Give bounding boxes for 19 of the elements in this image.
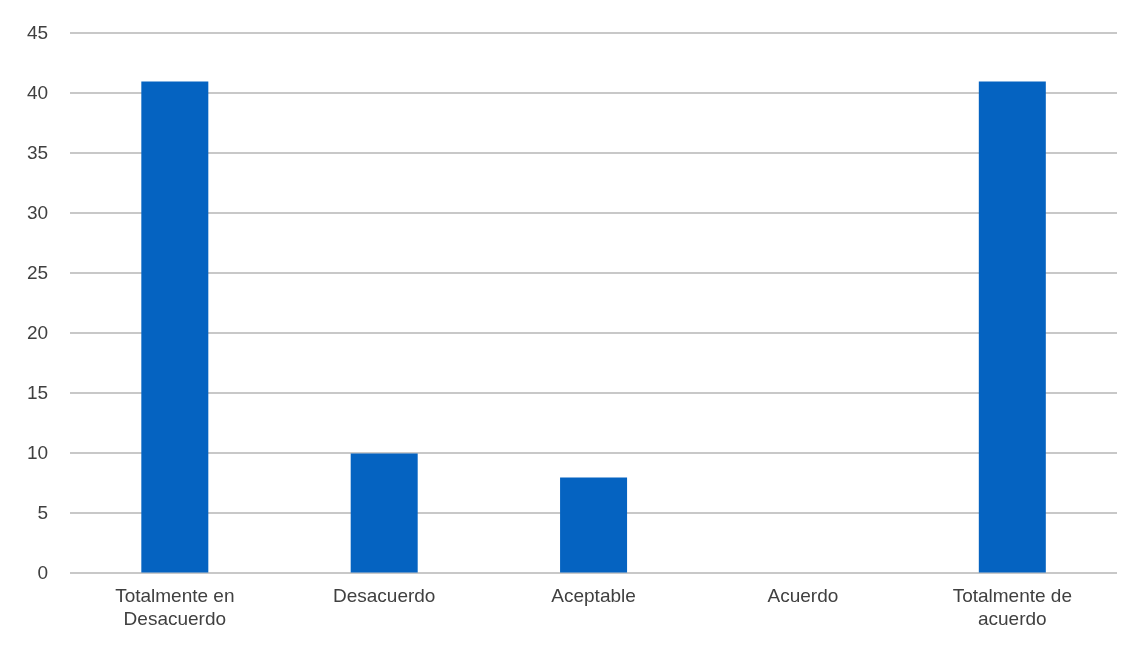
y-tick-label: 10: [26, 441, 49, 463]
y-tick-label: 0: [37, 561, 49, 583]
y-tick-label: 35: [26, 141, 49, 163]
x-tick-label: Totalmente de acuerdo: [952, 585, 1072, 629]
bar: [141, 81, 209, 573]
x-tick-label: Acuerdo: [767, 585, 839, 607]
y-tick-label: 20: [26, 321, 49, 343]
y-tick-label: 40: [26, 81, 49, 103]
y-tick-label: 25: [26, 261, 49, 283]
y-tick-label: 5: [37, 501, 49, 523]
y-tick-label: 15: [26, 381, 49, 403]
bar: [978, 81, 1046, 573]
y-tick-label: 45: [26, 21, 49, 43]
bar: [560, 477, 628, 573]
bar: [350, 453, 418, 573]
x-tick-label: Desacuerdo: [332, 585, 436, 607]
y-tick-label: 30: [26, 201, 49, 223]
x-tick-label: Aceptable: [551, 585, 636, 607]
x-tick-label: Totalmente en Desacuerdo: [115, 585, 235, 629]
